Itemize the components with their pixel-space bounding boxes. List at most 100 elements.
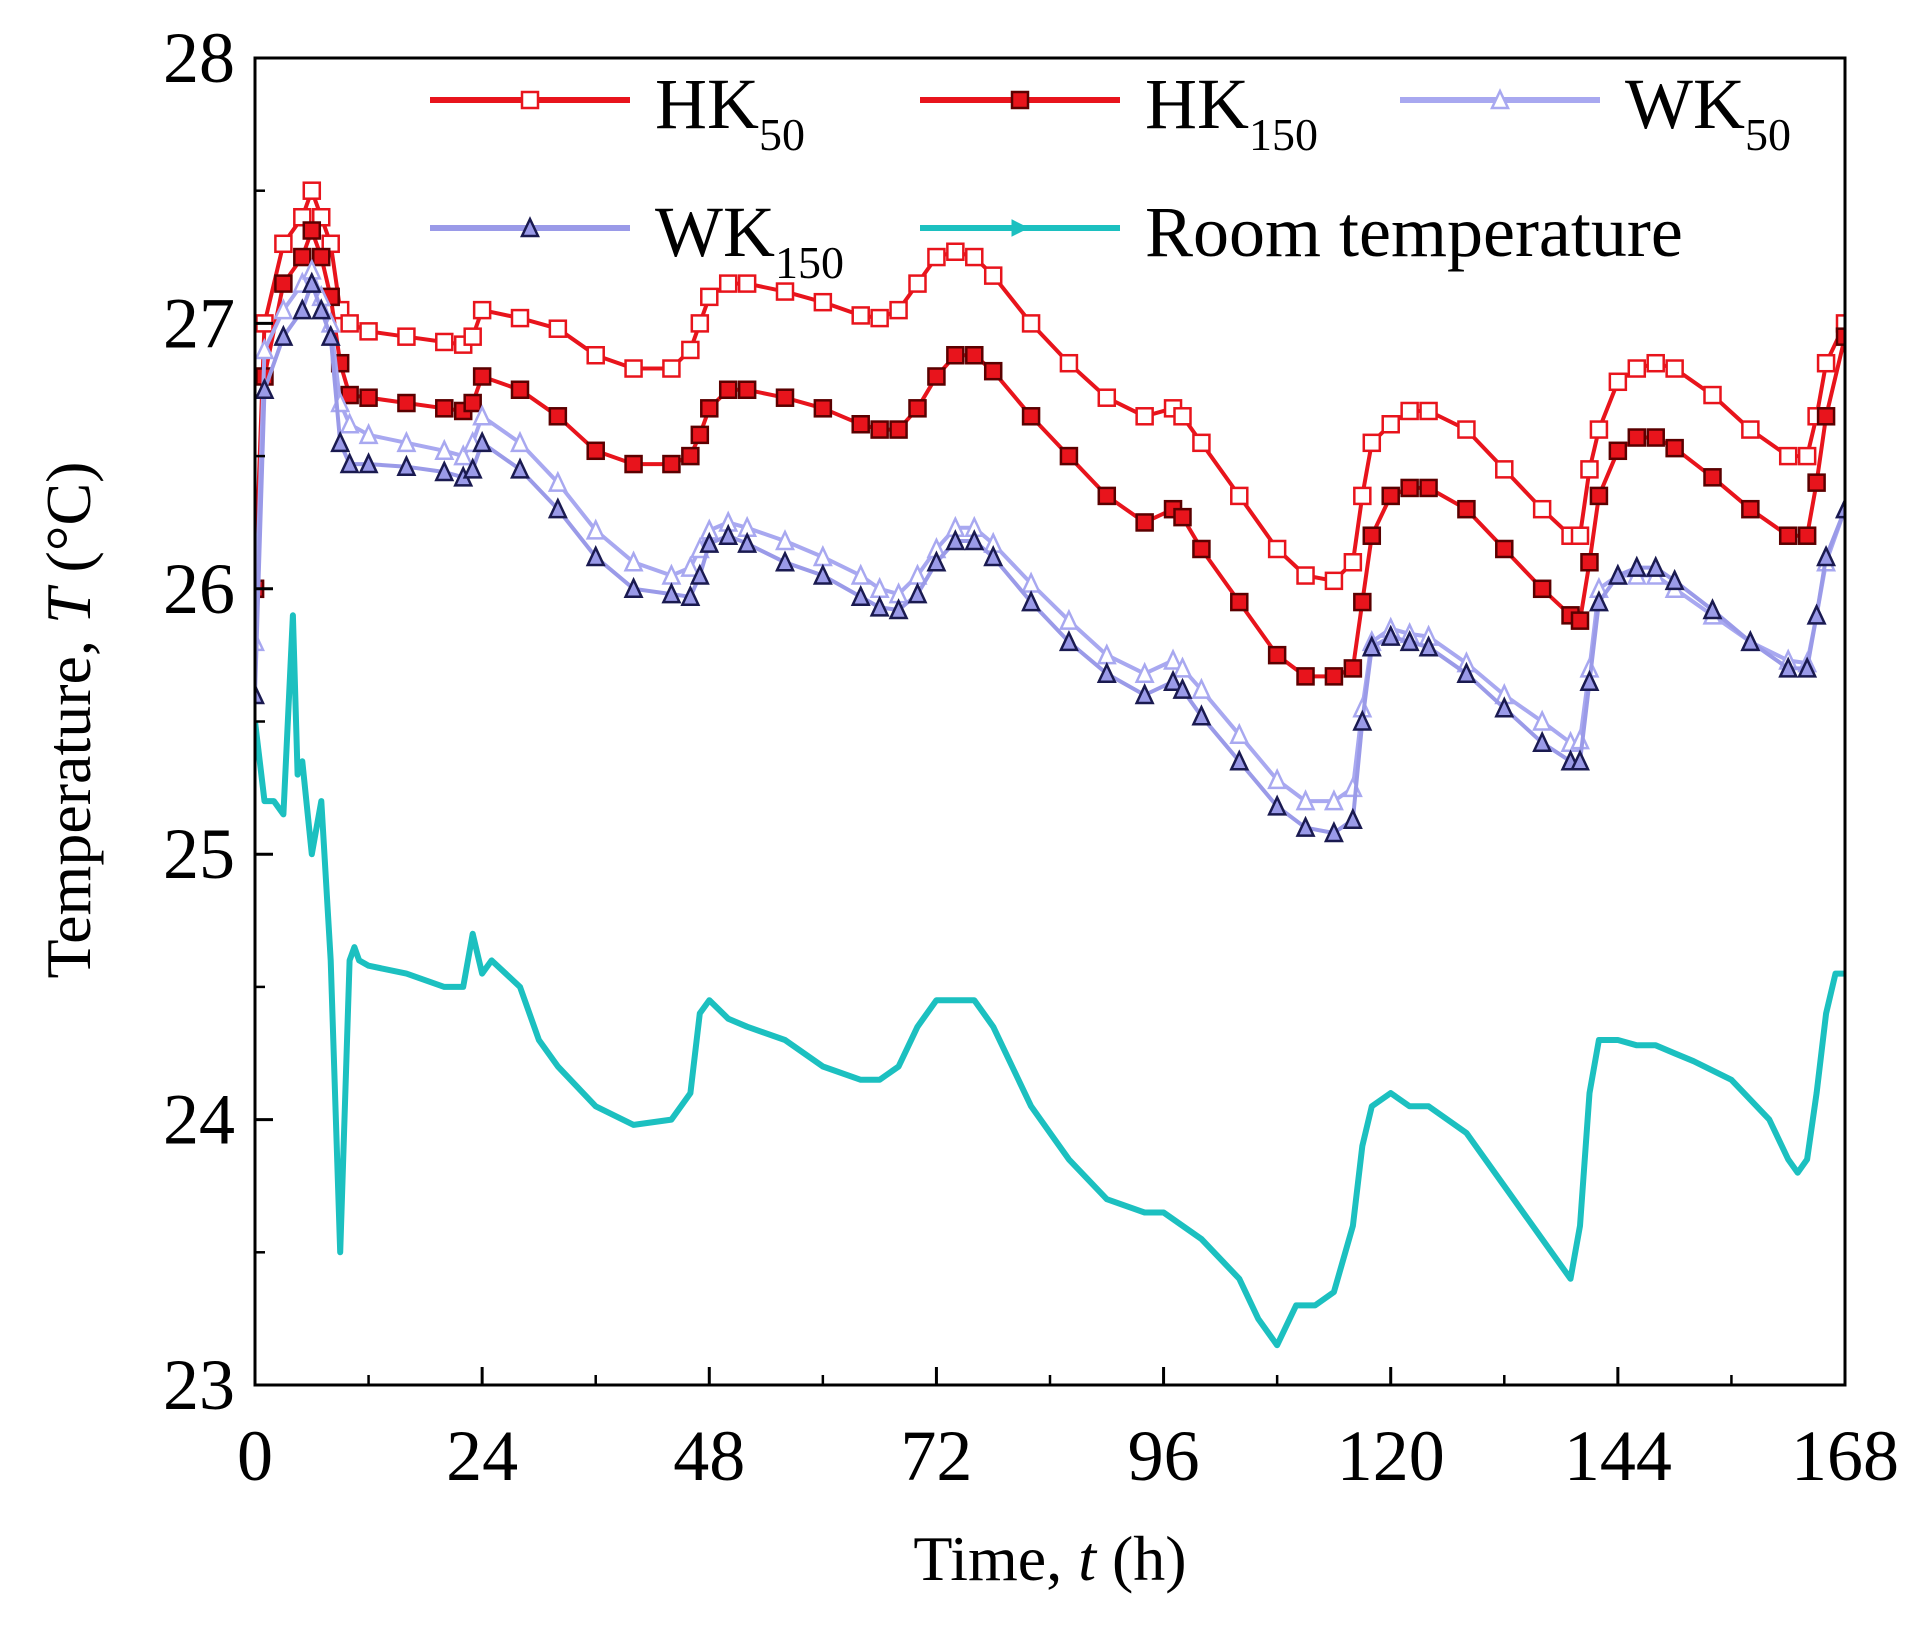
data-point [624, 454, 643, 474]
data-point [1323, 821, 1344, 843]
legend-label-base: HK [1145, 64, 1249, 144]
data-point [1703, 385, 1722, 405]
data-point [1589, 420, 1609, 439]
data-point [586, 345, 605, 365]
legend-label-subscript: 150 [775, 237, 844, 288]
data-point [330, 430, 351, 453]
data-point [1343, 553, 1363, 572]
data-point [293, 207, 312, 227]
data-point [775, 282, 795, 301]
y-axis-title-var: T [33, 584, 104, 624]
data-point [1192, 539, 1211, 559]
legend-label-base: WK [655, 192, 775, 272]
x-axis-title: Time, t (h) [913, 1523, 1186, 1594]
data-point [1380, 624, 1401, 646]
data-point [927, 247, 946, 267]
data-point [1021, 314, 1041, 333]
data-point [1058, 608, 1079, 630]
data-point [813, 292, 833, 312]
data-point [1381, 486, 1400, 506]
data-point [1191, 704, 1212, 726]
data-point [292, 298, 313, 320]
data-point [851, 306, 870, 325]
data-point [472, 430, 493, 453]
data-point [945, 529, 966, 551]
data-point [624, 359, 643, 378]
axis-layer: 0 24 48 72 96 120 144 168 23 24 25 26 27 28 [163, 18, 1899, 1496]
y-axis-title: Temperature, T (°C) [33, 462, 104, 979]
data-point [312, 207, 331, 227]
x-axis-title-prefix: Time, [913, 1523, 1078, 1594]
series-hk50 [255, 181, 1845, 599]
data-point [1741, 420, 1760, 439]
data-point [1627, 359, 1647, 378]
data-point [1134, 661, 1155, 683]
data-point [358, 452, 379, 474]
legend-swatch-marker [1011, 219, 1030, 237]
data-point [907, 582, 928, 604]
data-point [548, 319, 568, 338]
data-point [623, 550, 644, 572]
y-tick-label: 26 [163, 549, 235, 629]
legend-swatch-marker [520, 216, 540, 238]
legend-label-subscript: 50 [759, 109, 805, 160]
data-point [1192, 433, 1211, 453]
x-axis-title-suffix: (h) [1096, 1523, 1187, 1594]
data-point [1172, 656, 1193, 678]
data-point [396, 454, 417, 476]
legend-label: Room temperature [1145, 192, 1683, 272]
data-point [320, 324, 341, 346]
data-point [813, 399, 833, 418]
data-point [463, 393, 482, 413]
legend-swatch-marker [520, 90, 540, 110]
legend-label-base: Room temperature [1145, 192, 1683, 272]
data-point [1797, 656, 1818, 678]
data-point [662, 359, 681, 378]
data-point [396, 430, 417, 453]
legend-label: WK50 [1625, 64, 1791, 160]
data-point [1703, 468, 1722, 487]
x-tick-label: 48 [673, 1416, 745, 1496]
data-point [1532, 730, 1553, 752]
data-point [435, 332, 454, 352]
legend-swatch-marker [1490, 88, 1510, 110]
y-tick-label: 24 [163, 1080, 235, 1160]
x-tick-label: 144 [1564, 1416, 1672, 1496]
data-point [680, 555, 701, 577]
data-point [718, 380, 738, 399]
data-point [548, 407, 568, 426]
data-point [585, 518, 606, 540]
data-point [775, 529, 795, 551]
data-point [463, 327, 482, 346]
data-point [1579, 669, 1600, 691]
data-point [737, 380, 757, 399]
data-point [585, 545, 606, 567]
data-point [1021, 590, 1042, 612]
data-point [510, 308, 530, 328]
data-point [1589, 486, 1609, 506]
legend-label: WK150 [655, 192, 844, 288]
data-point [311, 298, 332, 320]
data-point [1570, 749, 1590, 771]
data-point [1419, 478, 1438, 498]
data-point [889, 300, 908, 320]
data-point [1665, 359, 1684, 378]
data-point [1229, 722, 1250, 745]
data-point [812, 563, 833, 585]
data-point [965, 247, 984, 267]
x-axis-title-var: t [1078, 1523, 1098, 1594]
data-point [1173, 507, 1192, 527]
legend-item-wk150: WK150 [430, 192, 844, 288]
data-point [359, 322, 378, 341]
series-hk150 [255, 221, 1845, 686]
data-point [926, 550, 947, 572]
data-point [312, 247, 331, 267]
data-point [274, 234, 293, 254]
data-point [1645, 555, 1666, 577]
data-point [1816, 407, 1836, 426]
data-point [851, 415, 870, 434]
series-layer [255, 181, 1845, 1349]
data-point [340, 314, 359, 333]
data-point [1267, 539, 1287, 559]
data-point [661, 582, 682, 604]
